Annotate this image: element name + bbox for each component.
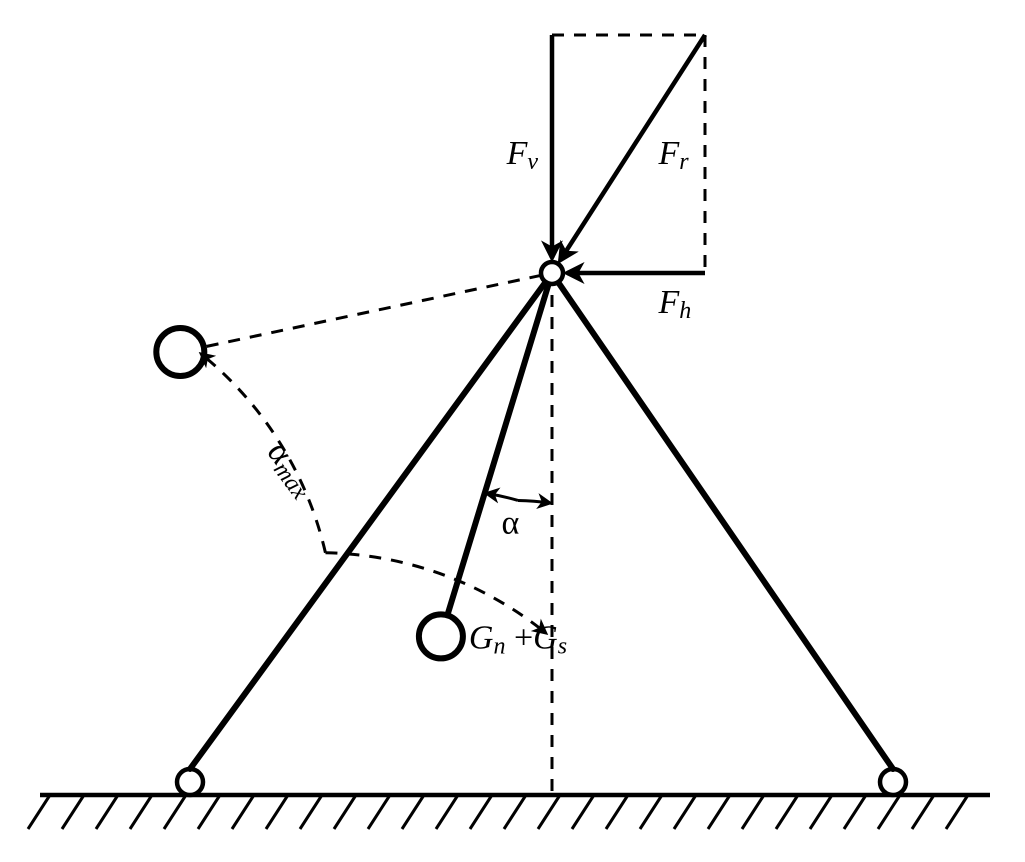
ground-hatch — [62, 795, 84, 829]
label-fr: Fr — [658, 135, 690, 175]
ground-hatch — [28, 795, 50, 829]
ground-hatch — [674, 795, 696, 829]
ground-hatch — [844, 795, 866, 829]
ground-hatch — [572, 795, 594, 829]
ground-hatch — [334, 795, 356, 829]
label-alpha-max: αmax — [258, 434, 325, 504]
ground-hatch — [538, 795, 560, 829]
ground-hatch — [266, 795, 288, 829]
ground-hatch — [810, 795, 832, 829]
leg-left — [190, 282, 546, 769]
ground-hatch — [742, 795, 764, 829]
ground-hatch — [368, 795, 390, 829]
ground-hatch — [912, 795, 934, 829]
ground-hatch — [470, 795, 492, 829]
arc-alpha-right — [518, 500, 550, 503]
ground-hatch — [198, 795, 220, 829]
label-fh: Fh — [658, 284, 692, 324]
label-alpha: α — [501, 505, 519, 542]
force-fr — [560, 35, 705, 260]
ground-hatch — [402, 795, 424, 829]
arc-alpha-left — [487, 494, 518, 501]
leg-right — [558, 282, 893, 769]
label-fv: Fv — [506, 135, 539, 175]
foot-left — [177, 769, 203, 795]
ground-hatch — [232, 795, 254, 829]
ground-hatch — [708, 795, 730, 829]
ground-hatch — [504, 795, 526, 829]
ground-hatch — [130, 795, 152, 829]
pendulum-arm-max — [204, 275, 541, 347]
apex-pin — [541, 262, 563, 284]
ground-hatch — [640, 795, 662, 829]
ground-hatch — [436, 795, 458, 829]
ground-hatch — [946, 795, 968, 829]
ground-hatch — [164, 795, 186, 829]
ground-hatch — [606, 795, 628, 829]
ground-hatch — [878, 795, 900, 829]
pendulum-bob — [419, 614, 463, 658]
ground-hatch — [300, 795, 322, 829]
pendulum-arm — [447, 284, 548, 616]
foot-right — [880, 769, 906, 795]
ground-hatch — [96, 795, 118, 829]
pendulum-bob-max — [156, 328, 204, 376]
label-gn-gs: Gn +Gs — [469, 619, 567, 659]
ground-hatch — [776, 795, 798, 829]
